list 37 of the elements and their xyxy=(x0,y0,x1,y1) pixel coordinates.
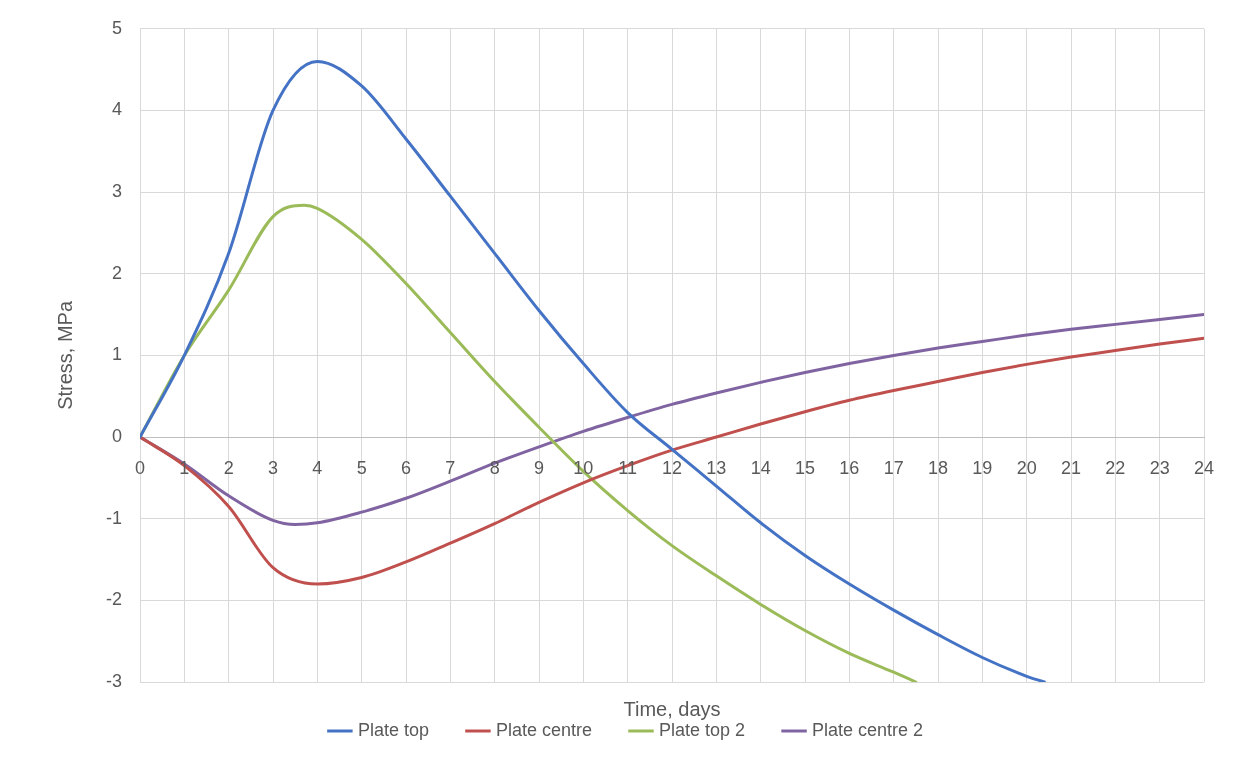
x-tick-label: 3 xyxy=(268,458,279,479)
legend-label: Plate top xyxy=(357,719,429,740)
x-tick-label: 0 xyxy=(135,458,146,479)
x-tick-label: 9 xyxy=(534,458,545,479)
x-tick-label: 21 xyxy=(1060,458,1082,479)
legend-label: Plate centre xyxy=(495,719,592,740)
x-tick-label: 24 xyxy=(1193,458,1215,479)
legend-label: Plate centre 2 xyxy=(812,719,924,740)
x-axis-title: Time, days xyxy=(623,697,721,720)
x-tick-label: 16 xyxy=(839,458,860,479)
x-tick-label: 12 xyxy=(661,458,683,479)
x-tick-label: 6 xyxy=(401,458,412,479)
x-tick-label: 13 xyxy=(706,458,727,479)
x-tick-label: 7 xyxy=(445,458,456,479)
y-tick-label: 0 xyxy=(111,426,122,447)
x-tick-label: 22 xyxy=(1105,458,1126,479)
y-axis-title: Stress, MPa xyxy=(53,300,76,410)
x-tick-label: 2 xyxy=(223,458,234,479)
x-tick-label: 17 xyxy=(883,458,904,479)
legend-label: Plate top 2 xyxy=(658,719,746,740)
x-tick-label: 23 xyxy=(1149,458,1170,479)
x-tick-label: 14 xyxy=(750,458,771,479)
x-tick-label: 4 xyxy=(312,458,323,479)
x-tick-label: 8 xyxy=(489,458,500,479)
x-tick-label: 19 xyxy=(972,458,993,479)
y-tick-label: 5 xyxy=(111,17,122,38)
x-tick-label: 20 xyxy=(1016,458,1037,479)
x-tick-label: 15 xyxy=(794,458,816,479)
y-tick-label: -1 xyxy=(105,507,122,528)
x-tick-label: 18 xyxy=(927,458,949,479)
x-tick-label: 5 xyxy=(356,458,367,479)
y-tick-label: 4 xyxy=(111,99,122,120)
y-tick-label: 2 xyxy=(111,262,122,283)
y-tick-label: -3 xyxy=(105,670,122,691)
y-tick-label: 1 xyxy=(111,344,122,365)
y-tick-label: -2 xyxy=(105,589,122,610)
y-tick-label: 3 xyxy=(111,181,122,202)
